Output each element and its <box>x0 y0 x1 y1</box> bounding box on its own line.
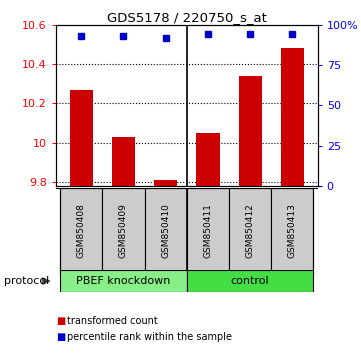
Bar <box>229 188 271 274</box>
Text: GSM850411: GSM850411 <box>204 204 212 258</box>
Text: GSM850409: GSM850409 <box>119 204 128 258</box>
Text: GSM850412: GSM850412 <box>245 204 255 258</box>
Text: percentile rank within the sample: percentile rank within the sample <box>67 332 232 342</box>
Bar <box>271 188 313 274</box>
Text: GSM850408: GSM850408 <box>77 204 86 258</box>
Bar <box>196 133 219 186</box>
Text: GSM850410: GSM850410 <box>161 204 170 258</box>
Bar <box>281 48 304 186</box>
Bar <box>187 188 229 274</box>
Bar <box>103 188 145 274</box>
Text: transformed count: transformed count <box>67 316 157 326</box>
Text: ■: ■ <box>56 316 65 326</box>
Bar <box>239 76 262 186</box>
Title: GDS5178 / 220750_s_at: GDS5178 / 220750_s_at <box>107 11 267 24</box>
Bar <box>112 137 135 186</box>
Bar <box>145 188 187 274</box>
Bar <box>154 180 177 186</box>
Bar <box>60 270 187 292</box>
Bar <box>187 270 313 292</box>
Text: GSM850413: GSM850413 <box>288 204 297 258</box>
Text: ■: ■ <box>56 332 65 342</box>
Bar <box>60 188 103 274</box>
Text: PBEF knockdown: PBEF knockdown <box>76 276 171 286</box>
Text: protocol: protocol <box>4 276 49 286</box>
Text: control: control <box>231 276 269 286</box>
Bar <box>70 90 93 186</box>
